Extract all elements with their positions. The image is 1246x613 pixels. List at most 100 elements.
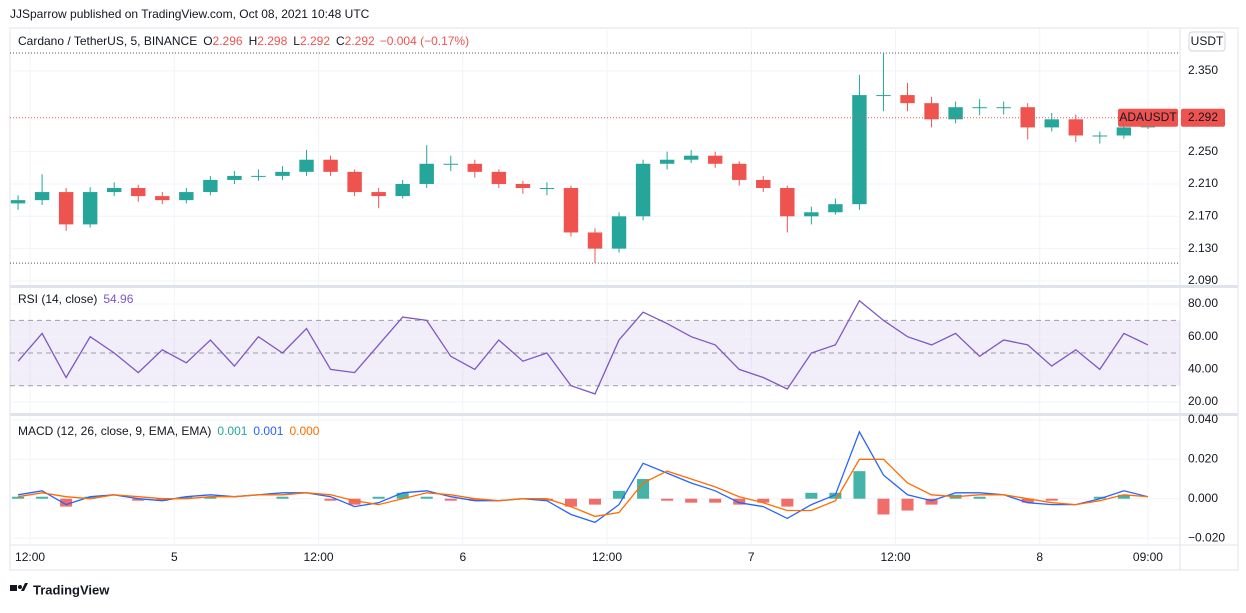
- candle-body: [203, 179, 218, 193]
- candle-body: [515, 183, 531, 189]
- x-tick-label: 6: [459, 550, 466, 564]
- candle-body: [251, 175, 266, 177]
- price-label: 2.292: [1188, 110, 1218, 124]
- candle-body: [996, 107, 1011, 109]
- macd-line: [17, 430, 1149, 524]
- histogram-bar: [60, 498, 73, 507]
- candle-body: [780, 188, 795, 217]
- histogram-bar: [36, 496, 49, 499]
- histogram-bar: [444, 498, 457, 501]
- candle-body: [707, 155, 723, 164]
- ohlc-key: H: [249, 34, 258, 48]
- candle-body: [924, 103, 939, 120]
- y-tick-label: 60.00: [1188, 329, 1218, 343]
- ohlc-value: 2.292: [345, 34, 375, 48]
- chart-frame: [9, 27, 1239, 571]
- candle-body: [972, 107, 987, 109]
- histogram-bar: [12, 496, 25, 499]
- histogram-bar: [661, 498, 674, 501]
- price-tag: [1181, 108, 1225, 127]
- histogram-bar: [396, 492, 409, 499]
- histogram-bar: [1117, 494, 1130, 499]
- candle-body: [563, 188, 579, 233]
- y-tick-label: 0.040: [1188, 412, 1218, 426]
- legend-value: 54.96: [103, 292, 133, 306]
- macd-line: [17, 458, 1148, 518]
- histogram-bar: [925, 498, 938, 505]
- histogram-bar: [853, 471, 866, 499]
- histogram-bar: [204, 496, 217, 499]
- y-tick-label: 2.350: [1188, 63, 1218, 77]
- histogram-bar: [84, 496, 97, 499]
- histogram-bar: [1045, 498, 1058, 501]
- x-tick-label: 12:00: [15, 550, 45, 564]
- ohlc-value: 2.296: [213, 34, 243, 48]
- histogram-bar: [180, 496, 193, 499]
- candle-body: [635, 163, 651, 217]
- histogram-bar: [637, 479, 650, 499]
- ohlc-key: L: [293, 34, 300, 48]
- currency-box: [1188, 31, 1226, 52]
- ohlc-value: 2.298: [257, 34, 287, 48]
- candle-body: [419, 163, 434, 184]
- legend-value: 0.000: [289, 424, 319, 438]
- legend-value: 0.001: [253, 424, 283, 438]
- candle-body: [34, 192, 50, 201]
- y-tick-label: 2.170: [1188, 208, 1218, 222]
- y-tick-label: 2.130: [1188, 241, 1218, 255]
- candle-body: [732, 163, 747, 180]
- candle-body: [539, 188, 555, 190]
- candle-body: [371, 192, 386, 197]
- x-tick-label: 12:00: [592, 550, 622, 564]
- y-tick-label: 2.090: [1188, 273, 1218, 287]
- candle-body: [106, 188, 122, 193]
- y-tick-label: 40.00: [1188, 362, 1218, 376]
- histogram-bar: [588, 498, 602, 505]
- candle-body: [804, 212, 819, 217]
- legend: Cardano / TetherUS, 5, BINANCE O2.296 H2.2…: [18, 34, 469, 48]
- candle-body: [876, 95, 891, 97]
- x-tick-label: 12:00: [304, 550, 334, 564]
- histogram-bar: [973, 496, 986, 499]
- x-tick-label: 09:00: [1133, 550, 1163, 564]
- tradingview-logo: [10, 583, 28, 591]
- candle-body: [58, 192, 74, 225]
- histogram-bar: [1021, 498, 1034, 503]
- histogram-bar: [757, 498, 770, 503]
- candle-body: [1068, 119, 1084, 136]
- candle-body: [82, 192, 98, 225]
- histogram-bar: [805, 492, 818, 499]
- candle-body: [659, 159, 675, 164]
- histogram-bar: [877, 498, 890, 515]
- ohlc-key: C: [336, 34, 345, 48]
- symbol-tag: [1118, 108, 1178, 127]
- histogram-bar: [276, 496, 289, 499]
- y-tick-label: 0.020: [1188, 452, 1218, 466]
- histogram-bar: [156, 498, 169, 501]
- change-value: −0.004 (−0.17%): [380, 34, 469, 48]
- histogram-bar: [733, 498, 746, 505]
- plot-area: [10, 28, 1180, 545]
- publisher-line: JJSparrow published on TradingView.com, …: [10, 7, 370, 21]
- rsi-line: [17, 299, 1149, 395]
- candle-body: [467, 163, 483, 172]
- y-tick-label: 2.210: [1188, 176, 1218, 190]
- y-tick-label: 80.00: [1188, 296, 1218, 310]
- candle-body: [948, 107, 963, 120]
- candle-body: [347, 171, 362, 193]
- x-tick-label: 12:00: [880, 550, 910, 564]
- histogram-bar: [829, 492, 842, 499]
- symbol-label: ADAUSDT: [1119, 110, 1177, 124]
- histogram-bar: [420, 496, 433, 499]
- candle-body: [1116, 127, 1132, 136]
- ohlc-value: 2.292: [300, 34, 330, 48]
- histogram-bar: [901, 498, 914, 511]
- histogram-bar: [1093, 496, 1106, 499]
- histogram-bar: [132, 498, 145, 501]
- currency-label: USDT: [1191, 34, 1224, 48]
- histogram-bar: [781, 498, 794, 507]
- candle-body: [299, 159, 314, 172]
- candle-body: [491, 171, 507, 184]
- candle-body: [683, 155, 699, 160]
